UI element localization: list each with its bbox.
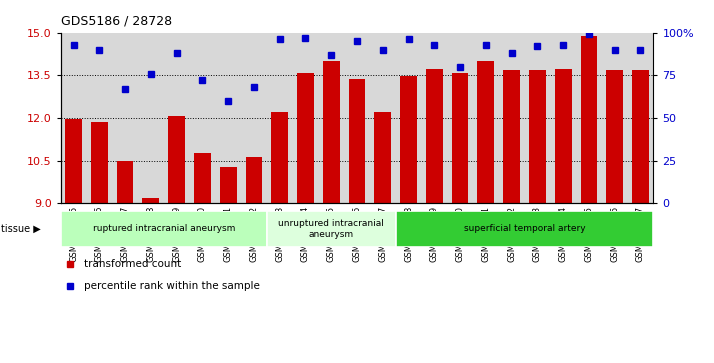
Text: percentile rank within the sample: percentile rank within the sample	[84, 281, 261, 291]
Bar	[267, 211, 396, 247]
Text: GDS5186 / 28728: GDS5186 / 28728	[61, 15, 172, 28]
Text: superficial temporal artery: superficial temporal artery	[463, 224, 585, 233]
Bar	[606, 70, 623, 203]
Bar	[65, 119, 82, 203]
Bar	[297, 73, 314, 203]
Bar	[400, 76, 417, 203]
Bar	[116, 162, 134, 203]
Bar	[503, 70, 520, 203]
Bar	[143, 199, 159, 203]
Text: tissue ▶: tissue ▶	[1, 224, 41, 234]
Text: unruptured intracranial
aneurysm: unruptured intracranial aneurysm	[278, 219, 384, 239]
Bar	[246, 157, 262, 203]
Bar	[169, 116, 185, 203]
Bar	[220, 167, 236, 203]
Text: ruptured intracranial aneurysm: ruptured intracranial aneurysm	[93, 224, 235, 233]
Text: transformed count: transformed count	[84, 259, 181, 269]
Bar	[61, 211, 267, 247]
Bar	[323, 61, 340, 203]
Bar	[348, 79, 366, 203]
Bar	[194, 153, 211, 203]
Bar	[580, 36, 598, 203]
Bar	[555, 69, 571, 203]
Bar	[374, 112, 391, 203]
Bar	[452, 73, 468, 203]
Bar	[396, 211, 653, 247]
Bar	[529, 70, 545, 203]
Bar	[271, 112, 288, 203]
Bar	[478, 61, 494, 203]
Bar	[426, 69, 443, 203]
Bar	[91, 122, 108, 203]
Bar	[632, 70, 649, 203]
